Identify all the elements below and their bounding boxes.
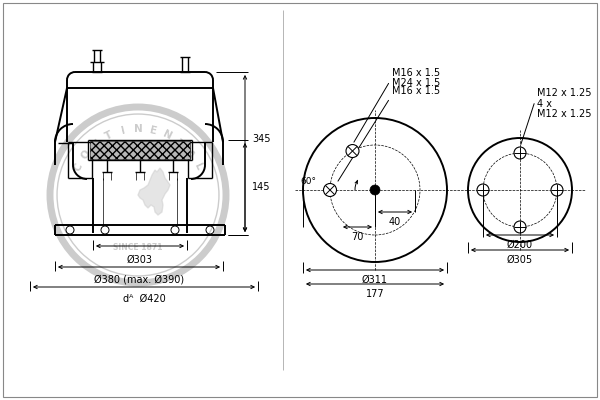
- Text: M12 x 1.25: M12 x 1.25: [537, 88, 592, 98]
- Circle shape: [514, 221, 526, 233]
- Text: A: A: [184, 148, 196, 160]
- Circle shape: [514, 147, 526, 159]
- Circle shape: [551, 184, 563, 196]
- Text: Ø303: Ø303: [127, 255, 153, 265]
- Text: Ø380 (max. Ø390): Ø380 (max. Ø390): [94, 275, 184, 285]
- Text: M16 x 1.5: M16 x 1.5: [392, 86, 440, 96]
- Text: M24 x 1.5: M24 x 1.5: [392, 78, 440, 88]
- Text: 145: 145: [252, 182, 271, 192]
- Circle shape: [370, 185, 380, 195]
- Bar: [90, 141, 190, 159]
- Text: dᴬ  Ø420: dᴬ Ø420: [122, 294, 166, 304]
- Text: 70: 70: [351, 232, 363, 242]
- Text: T: T: [173, 138, 185, 150]
- Text: N: N: [90, 137, 103, 150]
- Text: 177: 177: [365, 289, 385, 299]
- Text: N: N: [161, 129, 173, 142]
- Circle shape: [477, 184, 489, 196]
- Text: O: O: [79, 148, 92, 161]
- Text: M12 x 1.25: M12 x 1.25: [537, 109, 592, 119]
- Text: Ø200: Ø200: [507, 240, 533, 250]
- Text: 4 x: 4 x: [537, 99, 552, 109]
- Text: Ø311: Ø311: [362, 275, 388, 285]
- Circle shape: [346, 144, 359, 158]
- Text: 345: 345: [252, 134, 271, 144]
- Circle shape: [323, 184, 337, 196]
- Text: T: T: [104, 130, 115, 142]
- Text: N: N: [134, 124, 142, 134]
- Text: 40: 40: [389, 217, 401, 227]
- Text: C: C: [72, 162, 85, 173]
- Text: M16 x 1.5: M16 x 1.5: [392, 68, 440, 78]
- Text: SINCE 1871: SINCE 1871: [113, 243, 163, 252]
- Text: 60°: 60°: [300, 178, 316, 186]
- Polygon shape: [138, 168, 170, 215]
- Text: Ø305: Ø305: [507, 255, 533, 265]
- Text: L: L: [192, 162, 204, 172]
- Text: E: E: [148, 125, 157, 136]
- Text: I: I: [120, 125, 126, 136]
